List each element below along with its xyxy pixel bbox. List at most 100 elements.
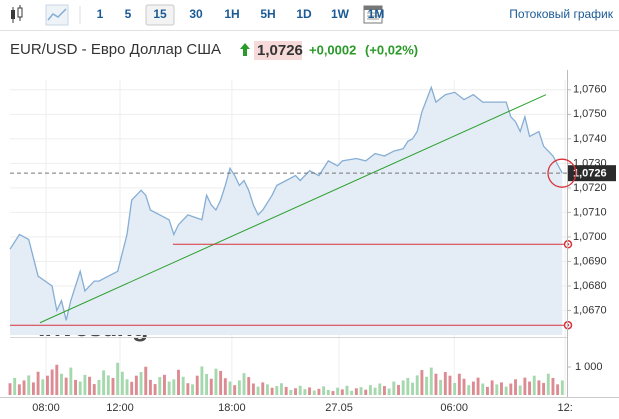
volume-bar [74, 379, 77, 395]
volume-bar [205, 374, 209, 395]
y-tick-label: 1,0680 [573, 280, 607, 292]
volume-bar [69, 367, 73, 395]
volume-bar [373, 387, 377, 395]
volume-bar [364, 389, 368, 395]
volume-bar [308, 387, 312, 395]
volume-bar [345, 385, 349, 395]
volume-bar [148, 379, 152, 395]
y-tick-label: 1,0750 [573, 108, 607, 120]
volume-bar [13, 377, 17, 395]
volume-bar [500, 382, 503, 395]
volume-bar [209, 378, 213, 395]
volume-bar [425, 376, 429, 395]
volume-bar [495, 384, 499, 395]
volume-bar [242, 373, 246, 395]
volume-bar [45, 375, 49, 395]
volume-bar [359, 387, 363, 395]
y-tick-label: 1,0690 [573, 255, 607, 267]
volume-bar [504, 386, 508, 395]
x-tick-label: 08:00 [32, 402, 60, 414]
volume-bar [223, 378, 227, 395]
volume-bar [350, 390, 354, 395]
y-tick-label: 1,0760 [573, 84, 607, 96]
change: +0,0002 [309, 42, 356, 57]
volume-bar [120, 371, 124, 395]
volume-bar [392, 381, 396, 395]
price-line [9, 85, 563, 321]
volume-bar [214, 368, 218, 395]
volume-bar [368, 385, 372, 395]
interval-button[interactable]: 5 [125, 7, 132, 21]
volume-bar [397, 384, 400, 395]
volume-bar [106, 375, 110, 395]
volume-bar [78, 381, 82, 395]
interval-button[interactable]: 1M [368, 7, 385, 21]
volume-bar [36, 371, 40, 395]
volume-bar [64, 377, 68, 395]
interval-button[interactable]: 1H [224, 7, 239, 21]
volume-bar [420, 370, 424, 395]
x-tick-label: 06:00 [440, 402, 468, 414]
volume-bar [200, 366, 204, 395]
volume-bar [551, 377, 555, 395]
volume-bar [177, 369, 180, 395]
volume-bar [8, 383, 12, 395]
volume-bar [481, 383, 485, 395]
volume-bar [144, 366, 148, 395]
stream-link[interactable]: Потоковый график [509, 7, 613, 21]
volume-bar [88, 376, 92, 395]
volume-bar [462, 378, 466, 395]
volume-bar [158, 377, 162, 395]
volume-bar [467, 385, 471, 395]
candle-icon[interactable] [11, 5, 23, 23]
area-icon[interactable] [45, 4, 69, 26]
volume-bar [453, 382, 457, 395]
volume-bar [125, 379, 129, 395]
interval-button[interactable]: 5H [260, 7, 275, 21]
volume-bar [261, 382, 265, 395]
volume-bar [116, 362, 120, 395]
table-icon[interactable] [363, 5, 383, 24]
interval-button[interactable]: 1 [97, 7, 104, 21]
interval-button[interactable]: 1W [331, 7, 350, 21]
change-percent: (+0,02%) [365, 42, 418, 57]
volume-bar [340, 389, 344, 395]
interval-button[interactable]: 1D [296, 7, 312, 21]
volume-bar [265, 384, 269, 395]
volume-bar [443, 372, 447, 395]
volume-bar [186, 383, 190, 395]
y-tick-label: 1,0740 [573, 133, 607, 145]
toolbar [0, 0, 619, 30]
volume-bar [490, 380, 494, 395]
y-tick-label: 1,0700 [573, 231, 607, 243]
volume-bar [153, 384, 157, 395]
volume-bar [560, 380, 564, 395]
volume-bar [476, 377, 480, 395]
y-tick-label: 1,0670 [573, 304, 607, 316]
volume-bar [191, 384, 194, 395]
trend-line [39, 94, 547, 324]
volume-bar [195, 375, 199, 395]
volume-bar [354, 388, 358, 395]
volume-bar [22, 380, 26, 395]
volume-bar [55, 364, 59, 395]
volume-bar [233, 385, 237, 395]
up-arrow [240, 43, 250, 56]
volume-bar [518, 385, 522, 395]
interval-button[interactable]: 30 [189, 7, 203, 21]
volume-bar [270, 387, 274, 395]
volume-bar [163, 374, 166, 395]
volume-bar [219, 370, 223, 395]
volume-bar [247, 377, 251, 395]
volume-bar [378, 383, 382, 395]
price-highlight [254, 41, 302, 60]
volume-bar [336, 387, 340, 395]
volume-tick-label: 1 000 [575, 361, 603, 373]
volume-bar [83, 374, 87, 395]
volume-bar [532, 375, 536, 395]
volume-bar [102, 370, 106, 395]
price: 1,0726 [257, 42, 303, 59]
volume-bar [303, 389, 307, 395]
interval-button[interactable]: 15 [153, 7, 167, 21]
